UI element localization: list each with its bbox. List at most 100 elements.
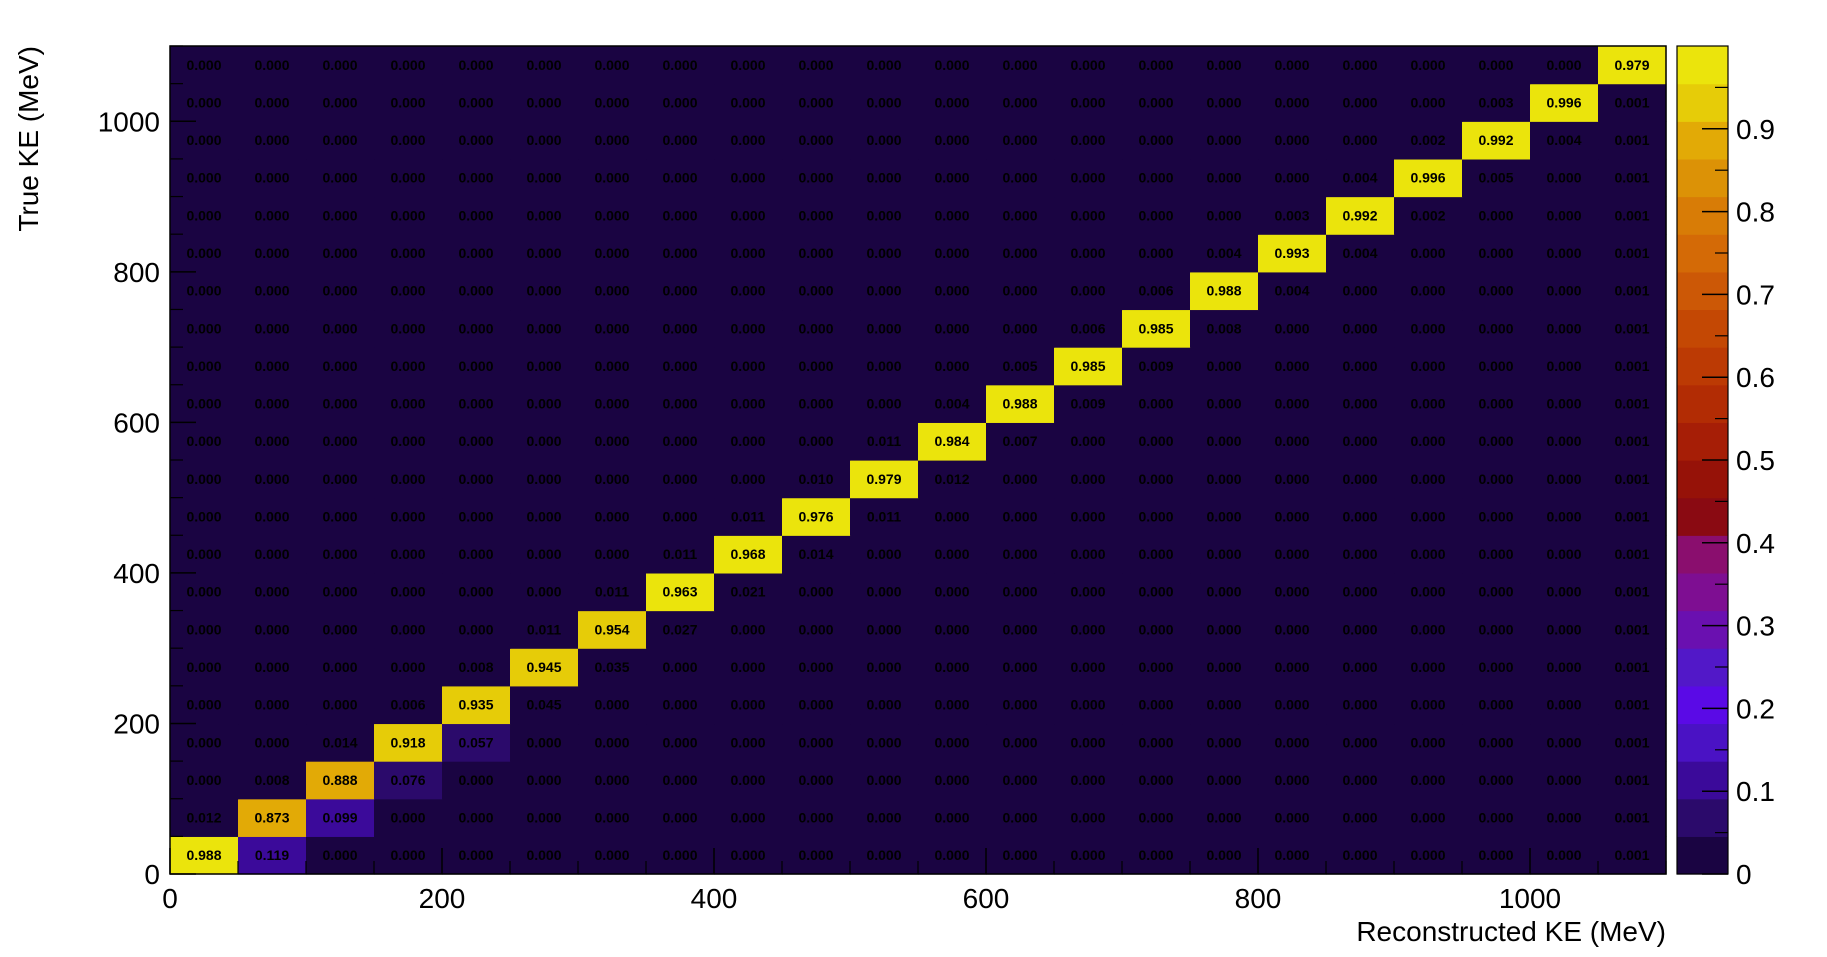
heatmap-cell bbox=[1462, 497, 1531, 536]
heatmap-cell bbox=[374, 158, 443, 198]
heatmap-cell bbox=[1326, 158, 1395, 198]
heatmap-cell bbox=[1122, 685, 1191, 725]
heatmap-cell bbox=[238, 648, 307, 687]
heatmap-cell bbox=[646, 422, 715, 461]
heatmap-cell bbox=[306, 798, 375, 837]
cell-value-label: 0.000 bbox=[662, 659, 697, 675]
heatmap-cell bbox=[306, 497, 375, 536]
cell-value-label: 0.000 bbox=[322, 170, 357, 186]
cell-value-label: 0.000 bbox=[1138, 546, 1173, 562]
heatmap-cell bbox=[1122, 572, 1191, 612]
heatmap-cell bbox=[1530, 836, 1599, 875]
cell-value-label: 0.888 bbox=[322, 772, 357, 788]
cell-value-label: 0.000 bbox=[1478, 734, 1513, 750]
heatmap-cell bbox=[1326, 234, 1395, 273]
heatmap-cell bbox=[1326, 121, 1395, 160]
heatmap-cell bbox=[1462, 158, 1531, 198]
heatmap-cell bbox=[1462, 347, 1531, 386]
cell-value-label: 0.000 bbox=[1206, 584, 1241, 600]
cell-value-label: 0.000 bbox=[1206, 94, 1241, 110]
heatmap-cell bbox=[1190, 723, 1259, 762]
cell-value-label: 0.000 bbox=[798, 207, 833, 223]
heatmap-cell bbox=[1258, 761, 1327, 800]
heatmap-cell bbox=[170, 685, 239, 725]
heatmap-cell bbox=[986, 535, 1055, 574]
colorbar-level bbox=[1677, 761, 1728, 800]
heatmap-cell bbox=[714, 648, 783, 687]
cell-value-label: 0.000 bbox=[730, 170, 765, 186]
cell-value-label: 0.000 bbox=[1410, 697, 1445, 713]
heatmap-cell bbox=[374, 422, 443, 461]
cell-value-label: 0.000 bbox=[1070, 697, 1105, 713]
cell-value-label: 0.000 bbox=[866, 132, 901, 148]
heatmap-cell bbox=[374, 798, 443, 837]
cell-value-label: 0.000 bbox=[730, 358, 765, 374]
cell-value-label: 0.000 bbox=[662, 471, 697, 487]
heatmap-cell bbox=[238, 723, 307, 762]
cell-value-label: 0.000 bbox=[1546, 546, 1581, 562]
cell-value-label: 0.000 bbox=[322, 697, 357, 713]
cell-value-label: 0.000 bbox=[1002, 320, 1037, 336]
heatmap-cell bbox=[578, 836, 647, 875]
cell-value-label: 0.968 bbox=[730, 546, 765, 562]
cell-value-label: 0.000 bbox=[322, 283, 357, 299]
heatmap-cell bbox=[1598, 798, 1667, 837]
cell-value-label: 0.000 bbox=[1138, 734, 1173, 750]
cell-value-label: 0.006 bbox=[1138, 283, 1173, 299]
cell-value-label: 0.000 bbox=[662, 508, 697, 524]
cell-value-label: 0.000 bbox=[1002, 170, 1037, 186]
heatmap-cell bbox=[918, 648, 987, 687]
cell-value-label: 0.000 bbox=[1206, 57, 1241, 73]
heatmap-cell bbox=[986, 83, 1055, 122]
cell-value-label: 0.011 bbox=[867, 508, 901, 524]
cell-value-label: 0.000 bbox=[526, 508, 561, 524]
heatmap-cell bbox=[1326, 46, 1395, 85]
cell-value-label: 0.000 bbox=[1410, 621, 1445, 637]
heatmap-cell bbox=[1326, 309, 1395, 348]
heatmap-cell bbox=[1598, 384, 1667, 423]
cell-value-label: 0.000 bbox=[1070, 847, 1105, 863]
heatmap-cell bbox=[1530, 460, 1599, 499]
cell-value-label: 0.000 bbox=[662, 57, 697, 73]
cell-value-label: 0.000 bbox=[934, 734, 969, 750]
heatmap-cell bbox=[238, 121, 307, 160]
cell-value-label: 0.009 bbox=[1138, 358, 1173, 374]
cell-value-label: 0.000 bbox=[1206, 847, 1241, 863]
heatmap-cell bbox=[782, 196, 851, 235]
cell-value-label: 0.000 bbox=[186, 659, 221, 675]
heatmap-cell bbox=[1258, 271, 1327, 311]
cell-value-label: 0.000 bbox=[1138, 245, 1173, 261]
cell-value-label: 0.000 bbox=[390, 283, 425, 299]
cell-value-label: 0.000 bbox=[866, 320, 901, 336]
cell-value-label: 0.000 bbox=[186, 207, 221, 223]
cell-value-label: 0.000 bbox=[1478, 621, 1513, 637]
cell-value-label: 0.979 bbox=[866, 471, 901, 487]
cell-value-label: 0.000 bbox=[526, 207, 561, 223]
heatmap-cell bbox=[918, 685, 987, 725]
cell-value-label: 0.001 bbox=[1614, 132, 1649, 148]
heatmap-cell bbox=[1530, 723, 1599, 762]
cell-value-label: 0.000 bbox=[1206, 433, 1241, 449]
heatmap-cell bbox=[1598, 610, 1667, 649]
heatmap-cell bbox=[1326, 497, 1395, 536]
heatmap-cell bbox=[850, 572, 919, 612]
cell-value-label: 0.001 bbox=[1614, 621, 1649, 637]
cell-value-label: 0.000 bbox=[1206, 659, 1241, 675]
heatmap-cell bbox=[1258, 384, 1327, 423]
cell-value-label: 0.000 bbox=[322, 508, 357, 524]
heatmap-cell bbox=[1258, 535, 1327, 574]
heatmap-cell bbox=[1462, 234, 1531, 273]
heatmap-cell bbox=[306, 422, 375, 461]
cell-value-label: 0.000 bbox=[1206, 358, 1241, 374]
heatmap-cell bbox=[442, 384, 511, 423]
heatmap-cell bbox=[782, 648, 851, 687]
cell-value-label: 0.011 bbox=[527, 621, 561, 637]
heatmap-cell bbox=[1326, 572, 1395, 612]
cell-value-label: 0.996 bbox=[1546, 94, 1581, 110]
colorbar-tick-label: 0.9 bbox=[1736, 114, 1775, 145]
heatmap-cell bbox=[1258, 497, 1327, 536]
heatmap-cell bbox=[1394, 460, 1463, 499]
cell-value-label: 0.001 bbox=[1614, 734, 1649, 750]
heatmap-cell bbox=[986, 685, 1055, 725]
cell-value-label: 0.000 bbox=[390, 546, 425, 562]
